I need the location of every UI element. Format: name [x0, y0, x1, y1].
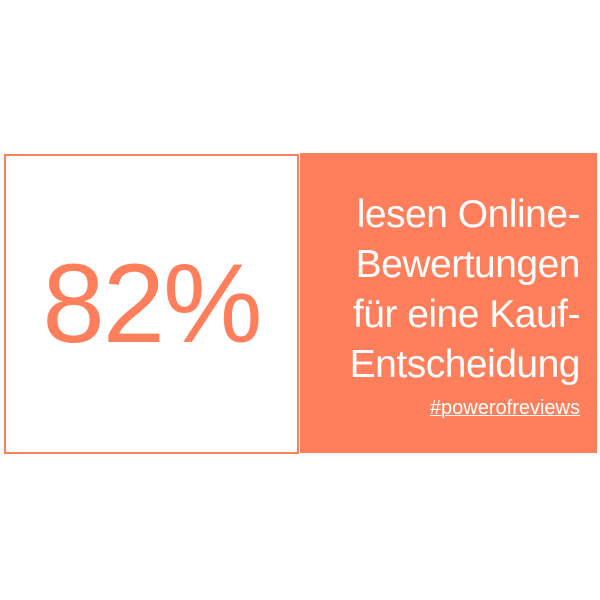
text-panel — [300, 153, 597, 453]
description-line: Bewertungen — [355, 243, 581, 286]
description-line: lesen Online- — [356, 193, 581, 236]
hashtag-link[interactable]: #powerofreviews — [429, 397, 580, 419]
stat-percentage: 82% — [42, 241, 262, 366]
description-line: für eine Kauf- — [352, 293, 581, 336]
description: lesen Online- Bewertungen für eine Kauf-… — [349, 190, 581, 390]
description-line: Entscheidung — [349, 343, 581, 386]
stat-box: 82% — [4, 154, 299, 454]
